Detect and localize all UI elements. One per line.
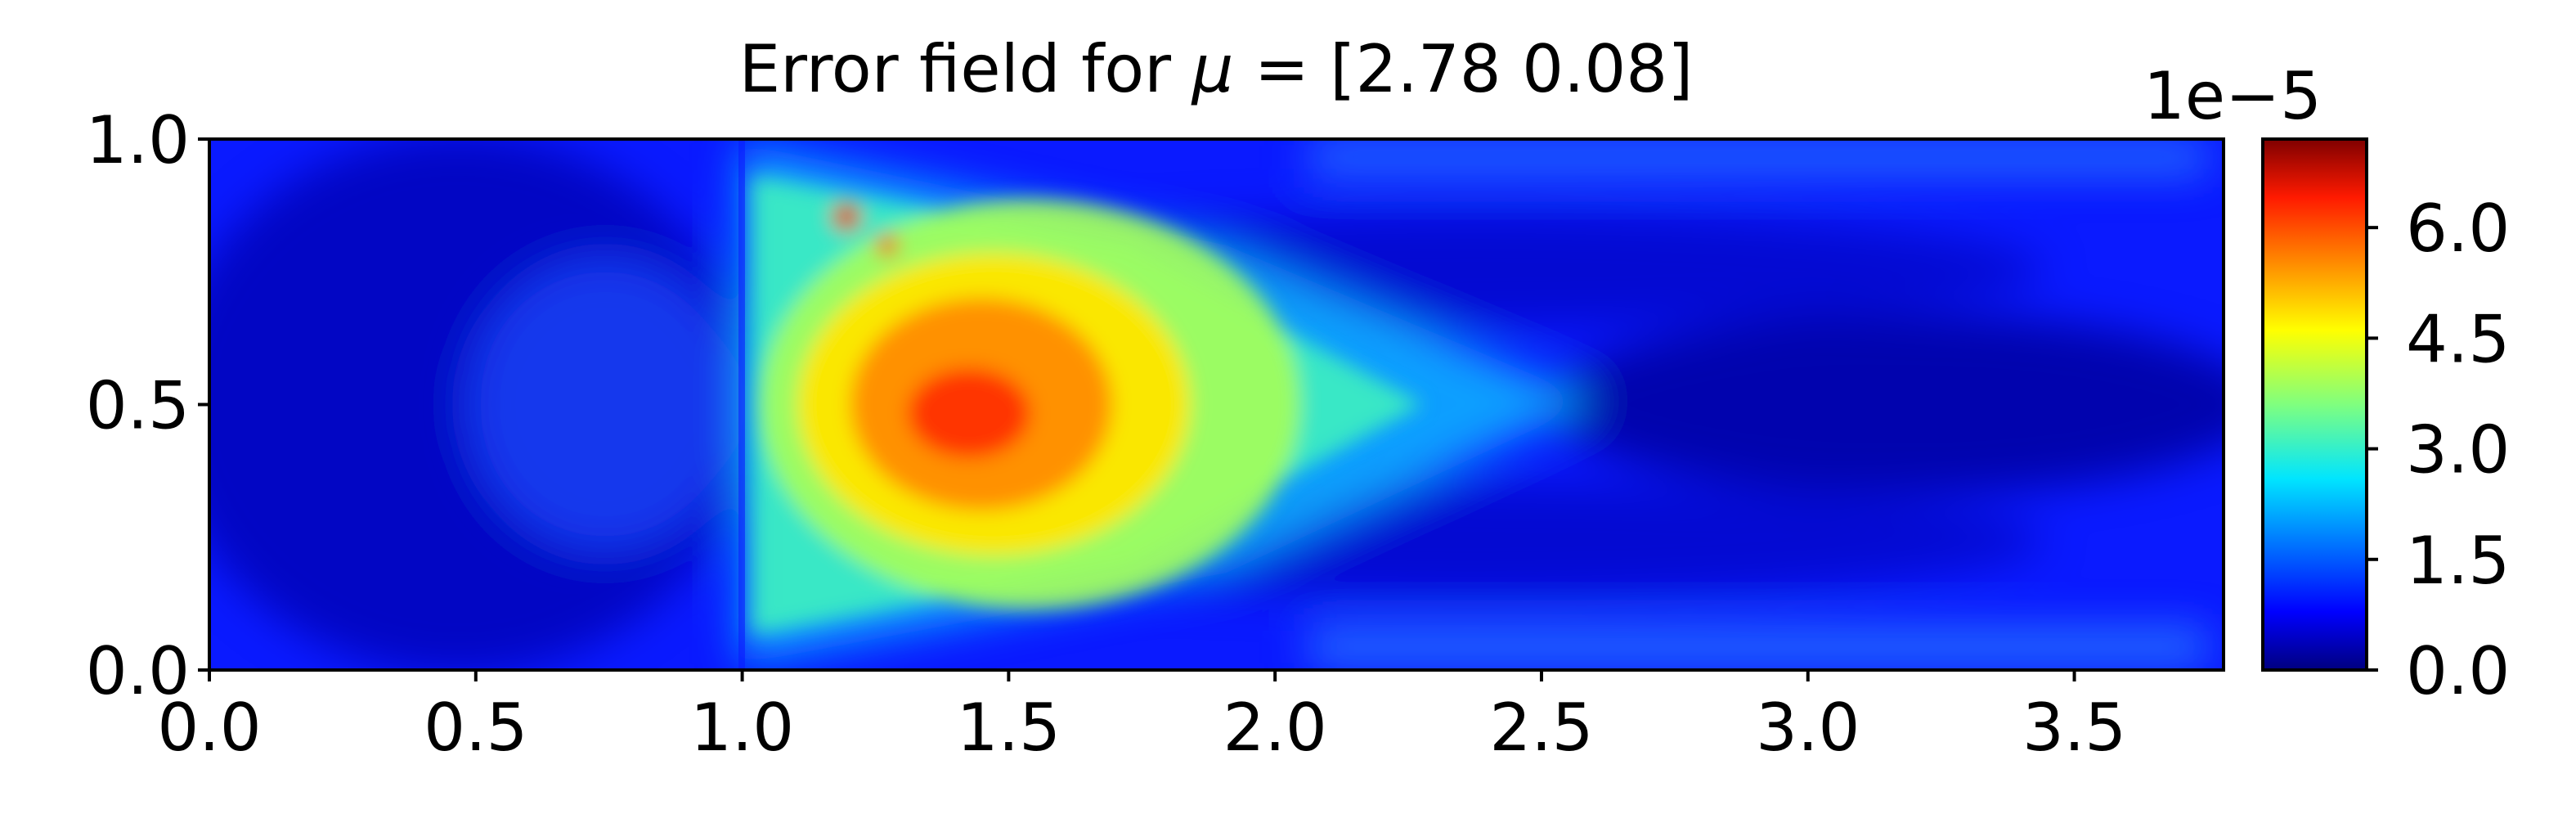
colorbar-offset-label: 1e−5: [2143, 58, 2322, 134]
colorbar-tick-label: 4.5: [2406, 301, 2510, 377]
y-tick-label: 0.0: [86, 633, 190, 709]
colorbar-tick-label: 0.0: [2406, 633, 2510, 709]
title-mu-symbol: μ: [1191, 31, 1234, 107]
colorbar: [2261, 137, 2368, 672]
colorbar-tick-label: 6.0: [2406, 191, 2510, 267]
x-axis: 0.0 0.5 1.0 1.5 2.0 2.5 3.0 3.5: [157, 670, 2126, 766]
x-tick-label: 1.5: [957, 690, 1061, 766]
chart-title: Error field for μ = [2.78 0.08]: [739, 31, 1694, 107]
y-tick-label: 1.0: [86, 102, 190, 178]
colorbar-tick-label: 1.5: [2406, 523, 2510, 599]
title-prefix: Error field for: [739, 31, 1192, 107]
error-field-heatmap: [209, 139, 2224, 670]
x-tick-label: 3.5: [2022, 690, 2126, 766]
colorbar-tick-label: 3.0: [2406, 412, 2510, 488]
x-tick-label: 2.5: [1489, 690, 1593, 766]
x-tick-label: 0.0: [157, 690, 261, 766]
x-tick-label: 1.0: [690, 690, 794, 766]
x-tick-label: 3.0: [1756, 690, 1860, 766]
title-suffix: = [2.78 0.08]: [1233, 31, 1693, 107]
y-tick-label: 0.5: [86, 368, 190, 444]
colorbar-axis: 0.0 1.5 3.0 4.5 6.0: [2367, 191, 2510, 709]
x-tick-label: 2.0: [1223, 690, 1327, 766]
y-axis: 0.0 0.5 1.0: [86, 102, 209, 709]
x-tick-label: 0.5: [424, 690, 527, 766]
